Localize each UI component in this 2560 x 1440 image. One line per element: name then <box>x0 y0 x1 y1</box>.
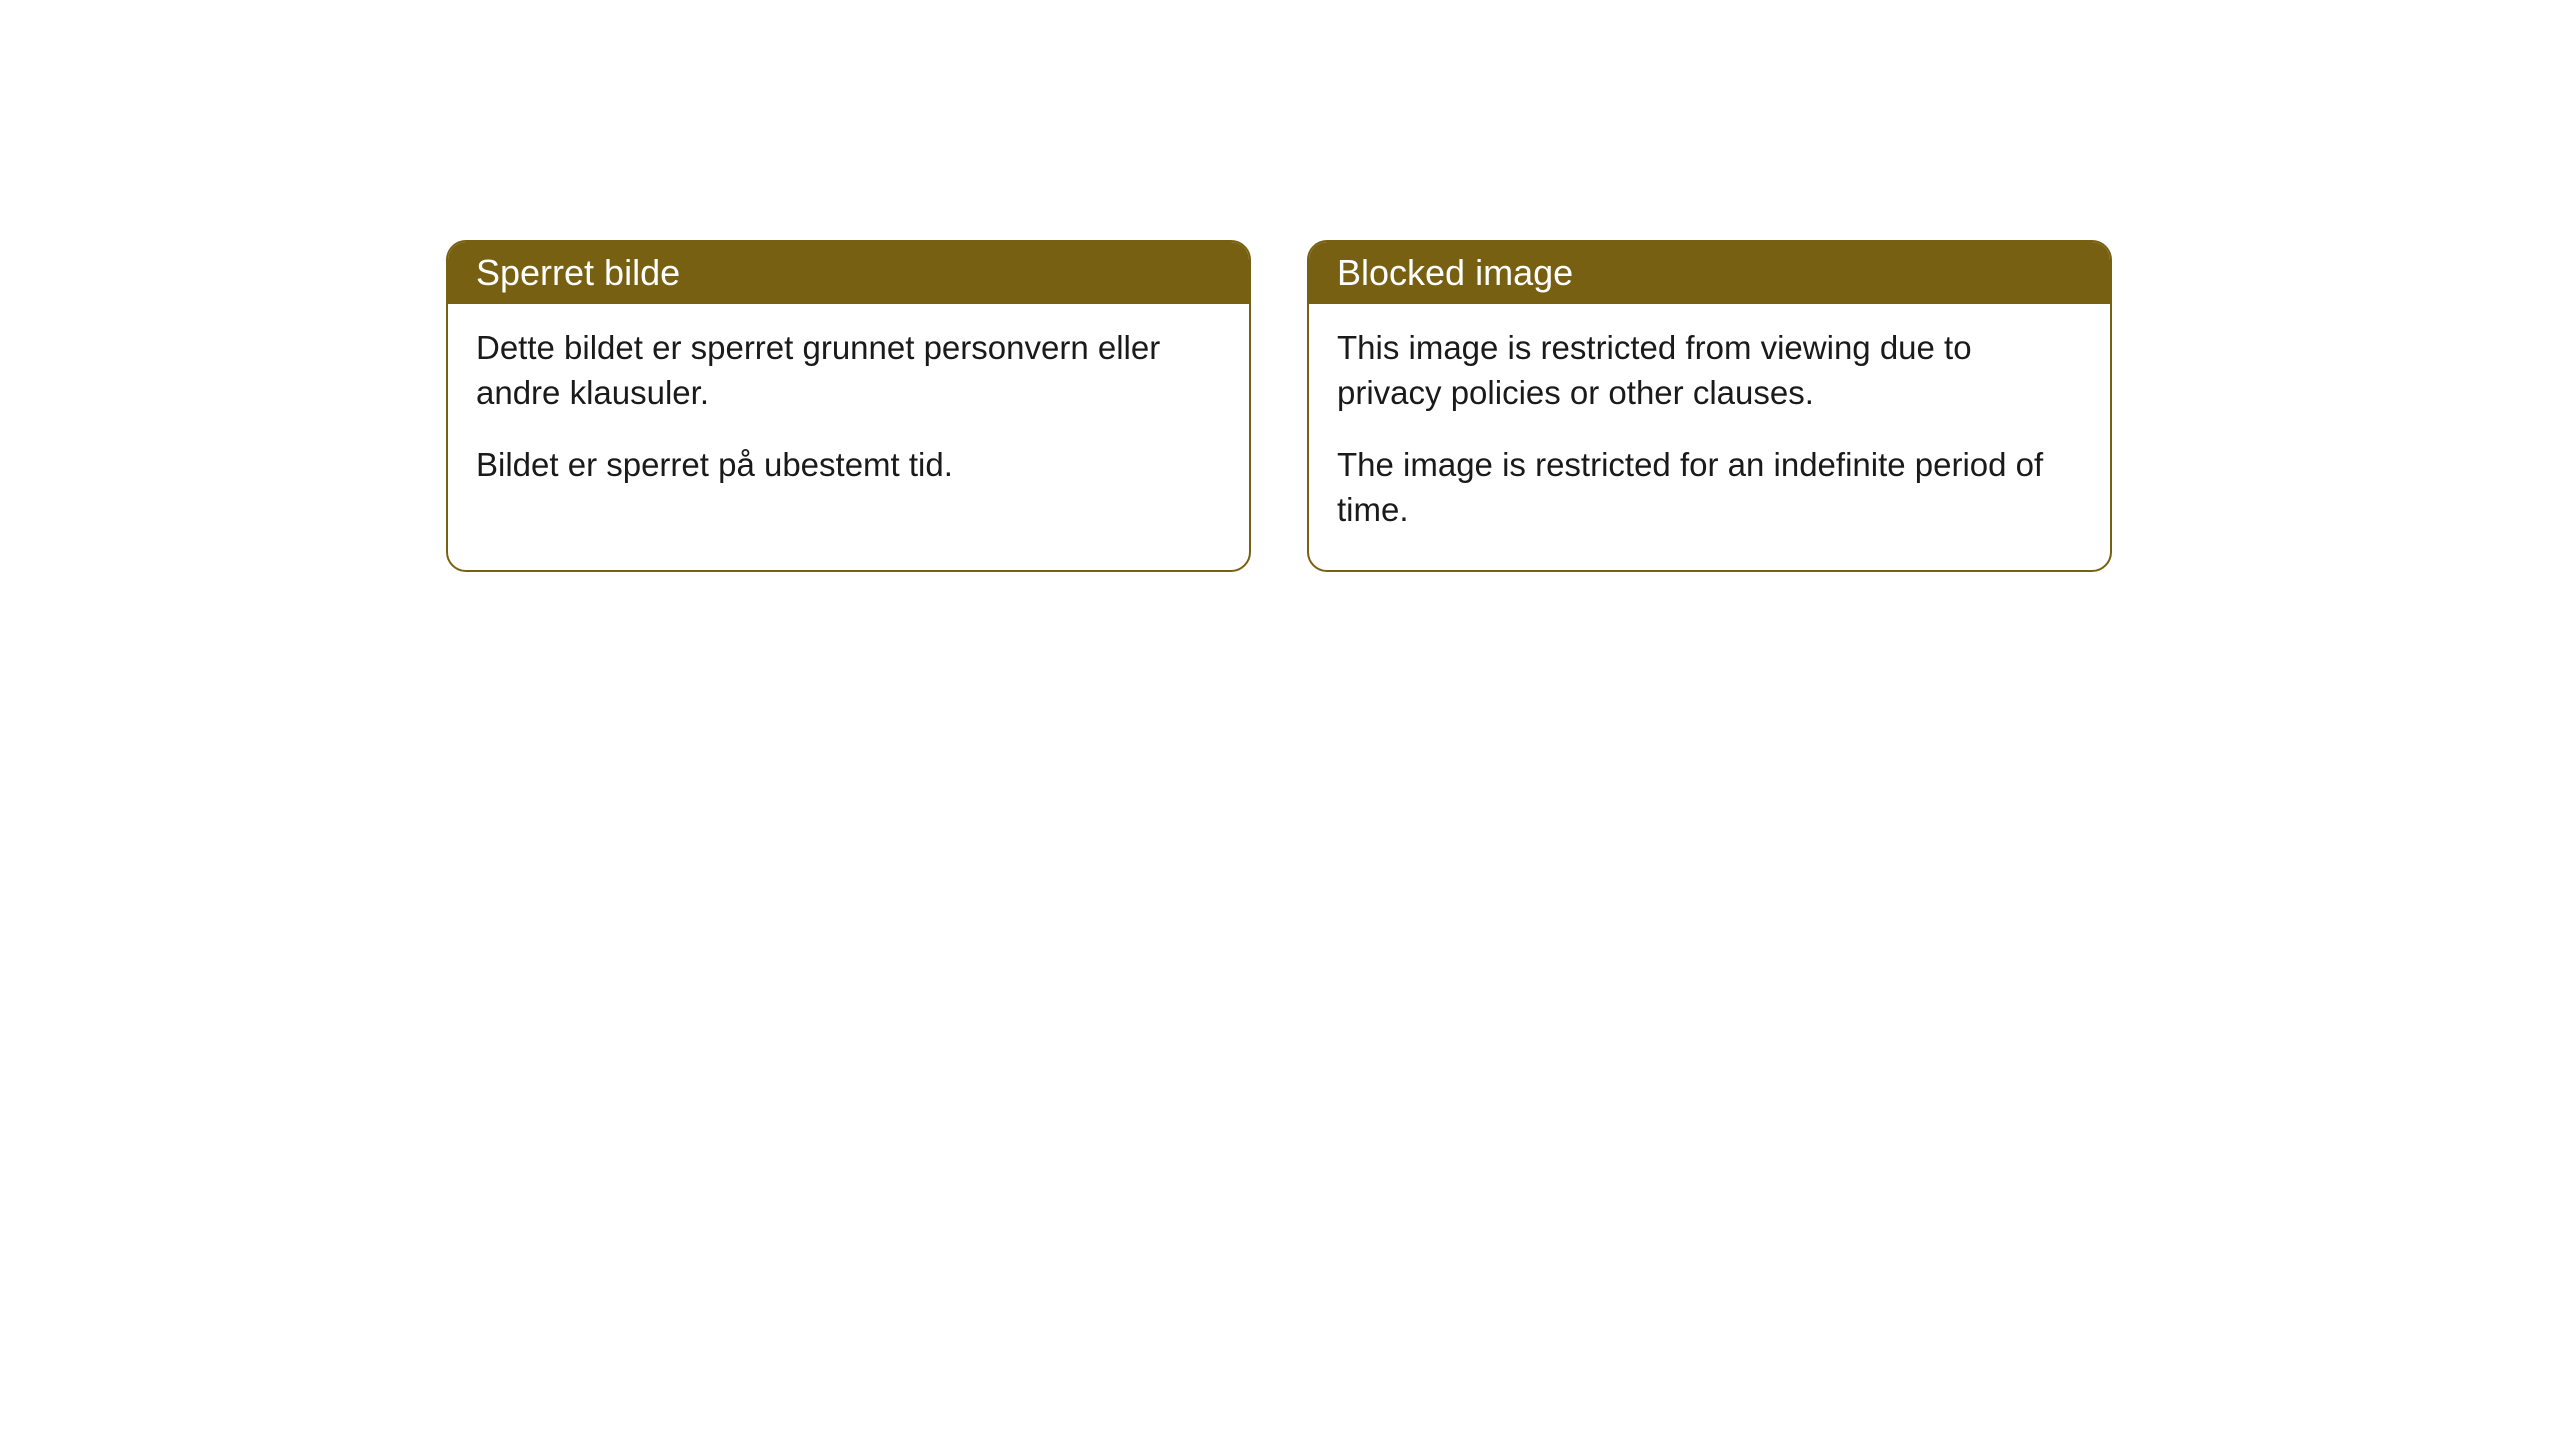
notice-container: Sperret bilde Dette bildet er sperret gr… <box>446 240 2560 572</box>
card-body-english: This image is restricted from viewing du… <box>1309 304 2110 570</box>
card-header-norwegian: Sperret bilde <box>448 242 1249 304</box>
card-body-norwegian: Dette bildet er sperret grunnet personve… <box>448 304 1249 526</box>
blocked-image-card-english: Blocked image This image is restricted f… <box>1307 240 2112 572</box>
card-header-english: Blocked image <box>1309 242 2110 304</box>
notice-text-english-2: The image is restricted for an indefinit… <box>1337 443 2082 532</box>
blocked-image-card-norwegian: Sperret bilde Dette bildet er sperret gr… <box>446 240 1251 572</box>
notice-text-english-1: This image is restricted from viewing du… <box>1337 326 2082 415</box>
notice-text-norwegian-1: Dette bildet er sperret grunnet personve… <box>476 326 1221 415</box>
notice-text-norwegian-2: Bildet er sperret på ubestemt tid. <box>476 443 1221 488</box>
